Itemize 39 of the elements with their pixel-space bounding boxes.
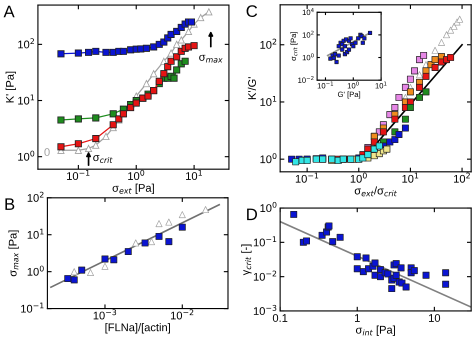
chart-title: B <box>5 198 14 210</box>
chart-title: C <box>246 5 258 18</box>
y-tick-label: 10$^{2}$ <box>260 38 276 49</box>
x-tick-label: 10 <box>429 314 440 322</box>
y-tick-label: 10$^{0}$ <box>260 202 276 212</box>
y-tick-label: 10$^{1}$ <box>18 94 34 105</box>
x-tick-label: 10$^{0}$ <box>128 170 144 180</box>
chart-title: D <box>247 208 257 220</box>
x-axis-title: σ$_{ext}$ [Pa] <box>112 184 154 194</box>
x-tick-label: 10$^{−3}$ <box>94 309 116 320</box>
y-tick-label: 10$^{0}$ <box>18 150 34 161</box>
x-tick-label: 10$^{1}$ <box>186 170 202 180</box>
x-tick-label: 10$^{−1}$ <box>67 170 90 180</box>
y-tick-label: 10$^{2}$ <box>18 38 34 48</box>
y-tick-label: 10$^{−2}$ <box>254 270 276 281</box>
annotation: σ$_{max}$ <box>199 54 223 63</box>
y-tick-label: 10$^{−1}$ <box>21 302 44 313</box>
x-tick-label: 10$^{1}$ <box>402 172 418 183</box>
x-tick-label: 10$^{−2}$ <box>170 309 194 320</box>
y-axis-title: σ$_{max}$ [Pa] <box>8 230 19 276</box>
x-tick-label: 10$^{2}$ <box>454 172 470 183</box>
y-tick-label: 10$^{1}$ <box>28 228 44 239</box>
y-tick-label: 10$^{2}$ <box>28 192 44 202</box>
y-tick-label: 10$^{−1}$ <box>254 236 276 246</box>
y-tick-label: 10$^{0}$ <box>260 153 276 164</box>
annotation: σ$_{crit}$ <box>93 155 113 163</box>
x-tick-label: 0.1 <box>272 314 288 322</box>
x-axis-title: σ$_{ext}$/σ$_{crit}$ <box>354 186 397 196</box>
series-label: 0 <box>44 148 50 156</box>
y-tick-label: 10$^{0}$ <box>28 266 44 276</box>
chart-title: A <box>4 6 15 18</box>
x-axis-title: σ$_{int}$ [Pa] <box>356 326 395 336</box>
x-tick-label: 10$^{0}$ <box>350 172 367 183</box>
y-axis-title: γ$_{crit}$ [-] <box>241 244 252 276</box>
y-axis-title: K' [Pa] <box>6 72 16 102</box>
x-tick-label: 1 <box>355 314 360 322</box>
y-axis-title: K'/G' <box>248 77 256 100</box>
y-tick-label: 10$^{1}$ <box>260 96 276 106</box>
x-axis-title: [FLNa]/[actin] <box>105 323 170 334</box>
